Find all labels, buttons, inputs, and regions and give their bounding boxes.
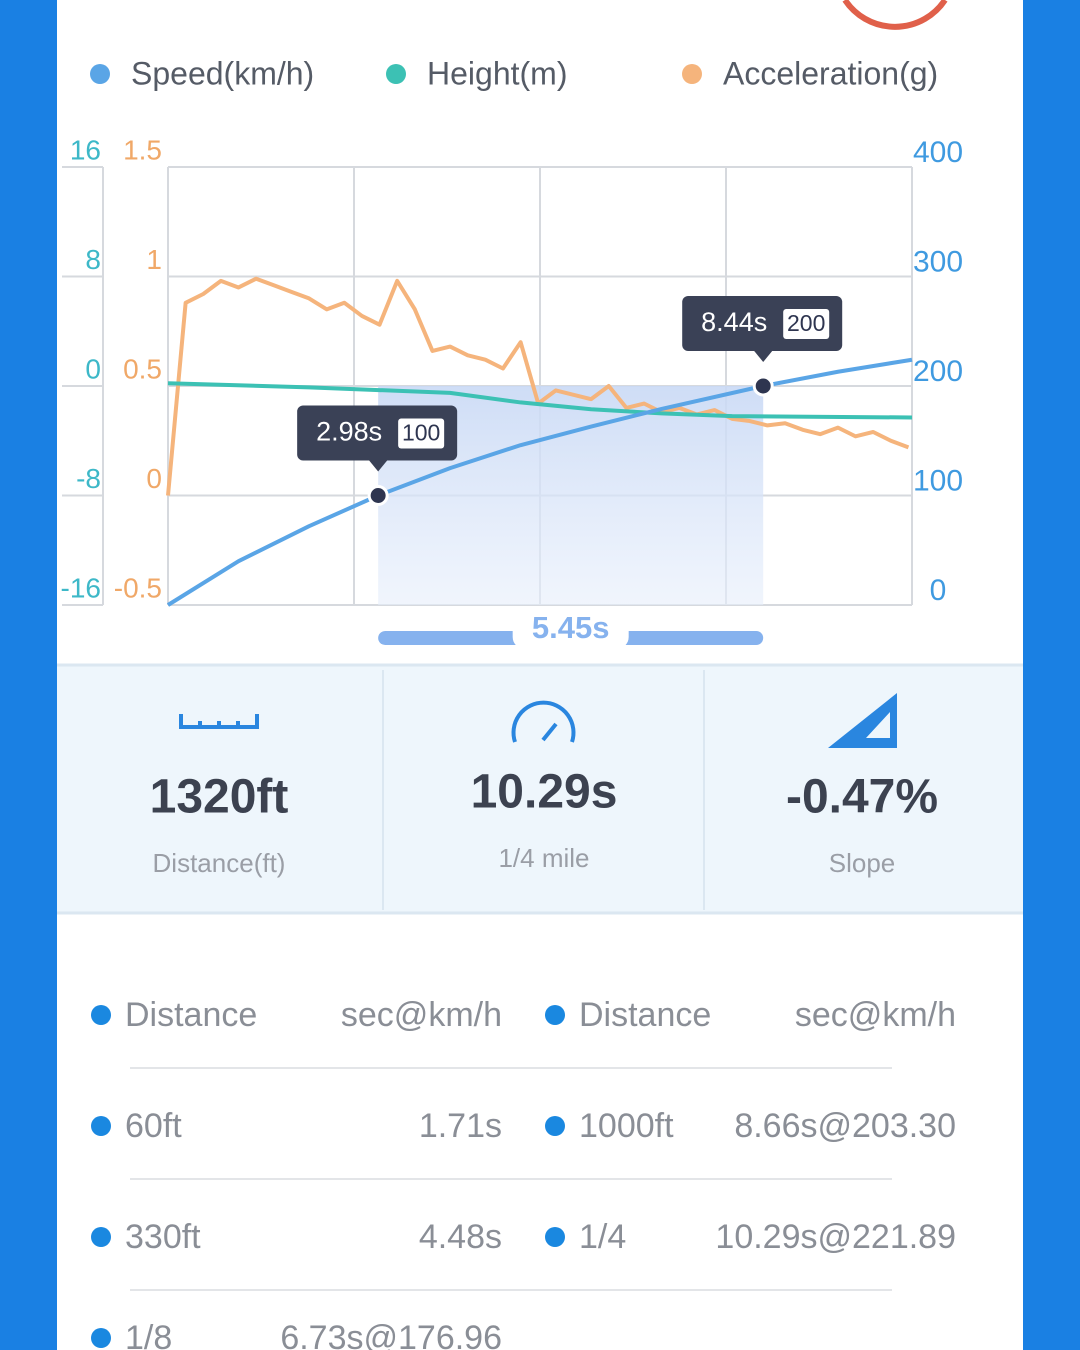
stat-label: Slope <box>829 848 896 878</box>
stat-label: Distance(ft) <box>153 848 286 878</box>
y3-tick-label: 0 <box>146 463 162 494</box>
tooltip-badge <box>783 309 830 339</box>
table-cell-value: 1.71s <box>419 1107 502 1145</box>
table-header-value: sec@km/h <box>795 996 956 1034</box>
y2-tick-label: 400 <box>913 136 963 169</box>
marker <box>752 375 774 397</box>
table-cell-label: 1/4 <box>579 1218 626 1256</box>
y-tick-label: 16 <box>70 134 101 165</box>
legend-dot <box>386 64 406 84</box>
y3-tick-label: 1.5 <box>123 134 162 165</box>
y3-tick-label: 0.5 <box>123 353 162 384</box>
row-dot <box>91 1328 111 1348</box>
tooltip-speed: 100 <box>402 420 440 446</box>
series-line <box>167 381 913 420</box>
legend-label: Height(m) <box>427 55 567 91</box>
tooltip-pointer <box>369 460 388 472</box>
y-tick-label: 8 <box>85 244 101 275</box>
gauge-icon <box>511 700 576 743</box>
row-dot <box>545 1227 565 1247</box>
legend-label: Speed(km/h) <box>131 55 314 91</box>
row-dot <box>91 1005 111 1025</box>
legend-dot <box>90 64 110 84</box>
y2-tick-label: 0 <box>930 574 947 607</box>
ruler-icon <box>179 714 259 729</box>
tooltip-time: 8.44s <box>701 307 767 337</box>
y2-tick-label: 200 <box>913 355 963 388</box>
badge <box>842 0 948 30</box>
stats-panel <box>57 665 1023 913</box>
tooltip-badge <box>398 418 445 449</box>
y-tick-label: 0 <box>85 353 101 384</box>
y2-tick-label: 100 <box>913 464 963 497</box>
table-cell-label: 1/8 <box>125 1319 172 1350</box>
series-line <box>166 357 913 607</box>
slope-icon <box>828 693 897 748</box>
tooltip-pointer <box>754 351 773 362</box>
stat-label: 1/4 mile <box>498 843 589 873</box>
legend-dot <box>682 64 702 84</box>
y2-tick-label: 300 <box>913 245 963 278</box>
range-pill <box>512 611 629 649</box>
table-cell-label: 330ft <box>125 1218 201 1256</box>
tooltip-time: 2.98s <box>316 417 382 447</box>
marker <box>367 485 389 506</box>
range-label: 5.45s <box>532 610 610 645</box>
row-dot <box>91 1116 111 1136</box>
table-header-value: sec@km/h <box>341 996 502 1034</box>
table-cell-label: 60ft <box>125 1107 182 1145</box>
stat-value: 1320ft <box>150 771 289 824</box>
row-dot <box>545 1116 565 1136</box>
table-header-label: Distance <box>579 996 711 1034</box>
table-header-label: Distance <box>125 996 257 1034</box>
table-cell-label: 1000ft <box>579 1107 674 1145</box>
table-cell-value: 4.48s <box>419 1218 502 1256</box>
stat-value: 10.29s <box>471 766 618 819</box>
row-dot <box>91 1227 111 1247</box>
y-tick-label: -8 <box>76 463 101 494</box>
table-cell-value: 8.66s@203.30 <box>734 1107 956 1145</box>
stat-value: -0.47% <box>786 771 938 824</box>
table-cell-value: 6.73s@176.96 <box>280 1319 502 1350</box>
tooltip-speed: 200 <box>787 310 825 336</box>
y3-tick-label: 1 <box>146 244 162 275</box>
y-tick-label: -16 <box>61 572 101 603</box>
table-cell-value: 10.29s@221.89 <box>715 1218 956 1256</box>
row-dot <box>545 1005 565 1025</box>
legend-label: Acceleration(g) <box>723 55 938 91</box>
y3-tick-label: -0.5 <box>114 572 162 603</box>
